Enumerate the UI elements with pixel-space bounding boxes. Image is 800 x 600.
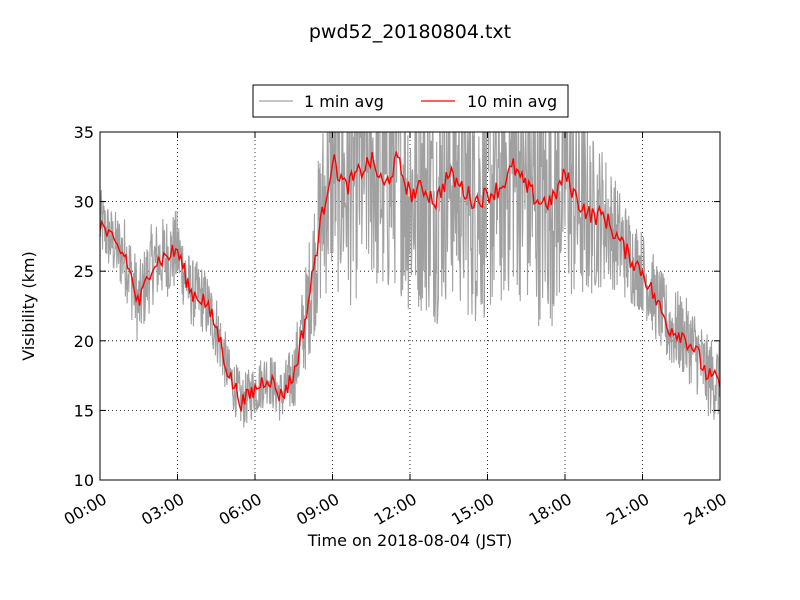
x-tick-label: 24:00 (681, 489, 730, 529)
x-tick-label: 00:00 (61, 489, 110, 529)
legend-box (252, 84, 569, 118)
x-axis-label: Time on 2018-08-04 (JST) (307, 531, 512, 550)
y-tick-label: 30 (74, 193, 94, 212)
legend-label-1min: 1 min avg (304, 92, 384, 111)
series-line-10min-avg (100, 150, 720, 412)
y-tick-label: 35 (74, 123, 94, 142)
y-tick-label: 20 (74, 332, 94, 351)
legend: 1 min avg 10 min avg (252, 84, 569, 118)
y-axis-label: Visibility (km) (19, 251, 38, 360)
y-tick-label: 15 (74, 401, 94, 420)
y-tick-label: 25 (74, 262, 94, 281)
y-tick-label: 10 (74, 471, 94, 490)
x-tick-label: 12:00 (371, 489, 420, 529)
x-tick-label: 18:00 (526, 489, 575, 529)
x-tick-label: 21:00 (603, 489, 652, 529)
chart-title: pwd52_20180804.txt (309, 21, 511, 43)
x-tick-label: 06:00 (216, 489, 265, 529)
x-tick-label: 03:00 (138, 489, 187, 529)
series-line-1min-avg (100, 132, 720, 428)
x-tick-label: 15:00 (448, 489, 497, 529)
legend-label-10min: 10 min avg (467, 92, 557, 111)
x-tick-label: 09:00 (293, 489, 342, 529)
